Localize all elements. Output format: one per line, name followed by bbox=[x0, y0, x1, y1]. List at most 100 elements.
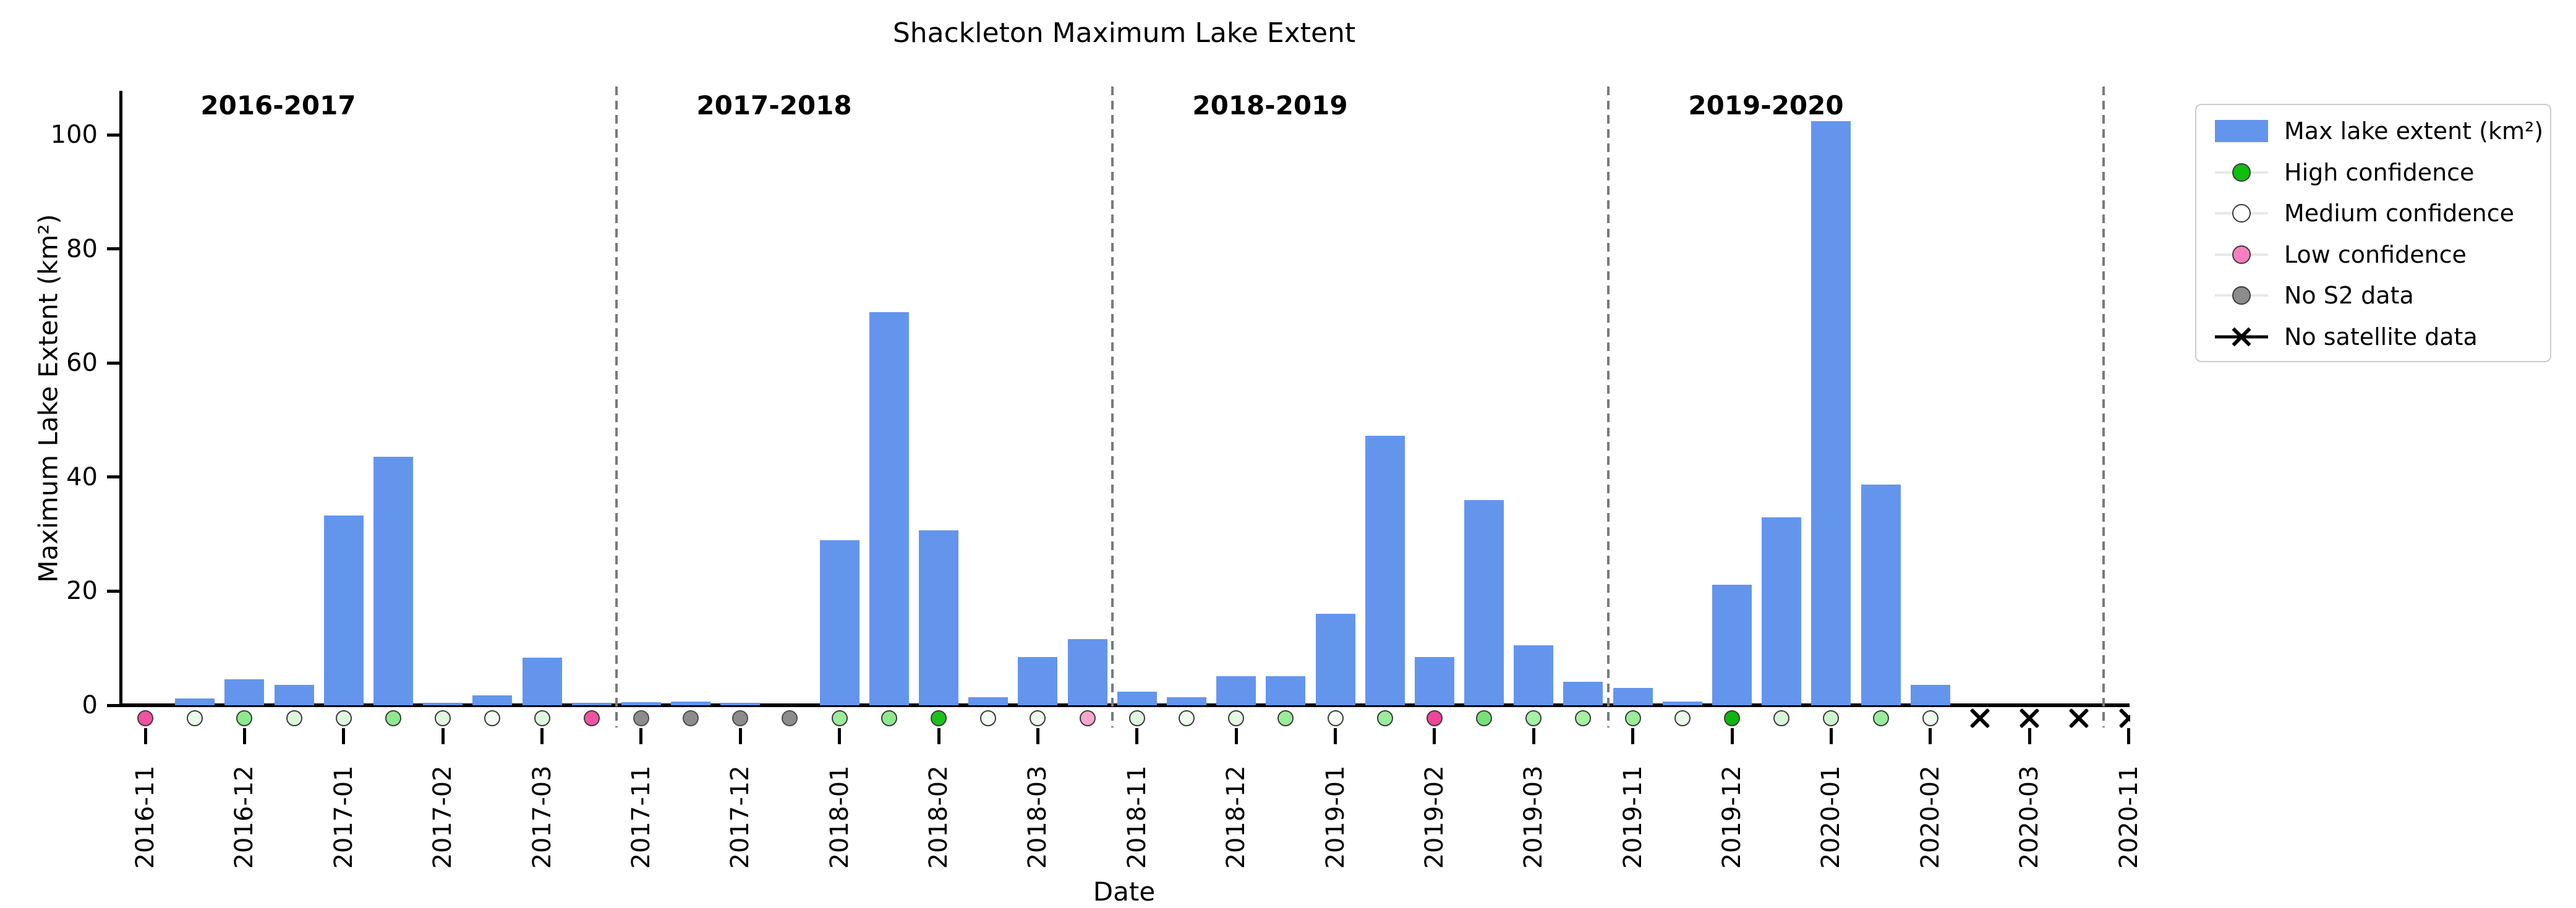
x-tick-label-2017-01: 2017-01 bbox=[329, 765, 358, 869]
max-extent-bar-2020-02-01 bbox=[1910, 684, 1950, 705]
season-separator-line bbox=[1606, 87, 1610, 728]
max-extent-bar-2018-01-01 bbox=[819, 540, 859, 705]
confidence-dot-2019-01-01 bbox=[1327, 710, 1344, 726]
no-satellite-x-marker-2020-03-01 bbox=[2018, 707, 2041, 729]
confidence-dot-2019-11-01 bbox=[1624, 710, 1641, 726]
max-extent-bar-2016-12-15 bbox=[274, 684, 314, 705]
legend-item-no-s2-data: No S2 data bbox=[2196, 274, 2550, 316]
confidence-dot-2019-11-15 bbox=[1674, 710, 1691, 726]
x-tick-label-2020-03: 2020-03 bbox=[2015, 765, 2044, 869]
confidence-dot-2019-02-01 bbox=[1426, 710, 1443, 726]
confidence-dot-2017-03-15 bbox=[583, 710, 600, 726]
x-tick-mark bbox=[937, 728, 940, 744]
max-extent-bar-2017-02-15 bbox=[472, 695, 513, 705]
legend-x-icon bbox=[2215, 316, 2268, 358]
x-tick-mark bbox=[540, 728, 544, 744]
y-tick-mark bbox=[107, 589, 121, 593]
legend-item-low-confidence: Low confidence bbox=[2196, 234, 2550, 276]
confidence-dot-2017-12-15 bbox=[782, 710, 798, 726]
max-extent-bar-2017-03-15 bbox=[571, 703, 612, 705]
confidence-dot-2018-02-15 bbox=[980, 710, 997, 726]
max-extent-bar-2018-12-01 bbox=[1216, 676, 1256, 705]
max-extent-bar-2019-11-15 bbox=[1662, 701, 1702, 705]
legend-item-label: High confidence bbox=[2284, 158, 2475, 186]
confidence-dot-2019-12-01 bbox=[1724, 710, 1740, 726]
season-separator-line bbox=[615, 87, 618, 728]
legend-dot-icon bbox=[2215, 151, 2268, 193]
chart-title: Shackleton Maximum Lake Extent bbox=[892, 17, 1356, 49]
confidence-dot-2017-12-01 bbox=[732, 710, 749, 726]
confidence-dot-2016-12-15 bbox=[286, 710, 302, 726]
x-tick-mark bbox=[1135, 728, 1139, 744]
y-tick-mark bbox=[107, 361, 121, 365]
legend-item-label: No S2 data bbox=[2284, 282, 2414, 309]
confidence-dot-2019-03-15 bbox=[1575, 710, 1592, 726]
confidence-dot-2017-02-15 bbox=[484, 710, 501, 726]
x-tick-label-2017-12: 2017-12 bbox=[726, 765, 755, 869]
confidence-dot-2016-11-15 bbox=[187, 710, 203, 726]
legend-item-high-confidence: High confidence bbox=[2196, 151, 2550, 193]
confidence-dot-2017-11-15 bbox=[683, 710, 699, 726]
x-tick-mark bbox=[1532, 728, 1535, 744]
max-extent-bar-2018-02-01 bbox=[919, 530, 958, 705]
x-tick-label-2019-11: 2019-11 bbox=[1618, 765, 1647, 869]
y-tick-label: 60 bbox=[66, 349, 98, 378]
x-tick-label-2017-03: 2017-03 bbox=[527, 765, 557, 869]
confidence-dot-2017-01-01 bbox=[335, 710, 352, 726]
max-extent-bar-2019-03-15 bbox=[1563, 682, 1603, 705]
x-tick-label-2016-12: 2016-12 bbox=[230, 765, 259, 869]
confidence-dot-2020-01-01 bbox=[1823, 710, 1840, 726]
max-extent-bar-2019-11-01 bbox=[1613, 688, 1653, 705]
x-tick-mark bbox=[738, 728, 742, 744]
y-axis-label: Maximum Lake Extent (km²) bbox=[33, 214, 64, 583]
x-tick-mark bbox=[342, 728, 346, 744]
max-extent-bar-2020-01-01 bbox=[1811, 121, 1851, 705]
max-extent-bar-2019-12-15 bbox=[1762, 517, 1802, 705]
legend-item-label: No satellite data bbox=[2284, 323, 2478, 350]
x-tick-label-2019-01: 2019-01 bbox=[1321, 765, 1350, 869]
confidence-dot-2017-02-01 bbox=[435, 710, 451, 726]
x-tick-mark bbox=[143, 728, 147, 744]
legend-dot-icon bbox=[2215, 234, 2268, 276]
max-extent-bar-2018-02-15 bbox=[968, 697, 1009, 705]
max-extent-bar-2016-12-01 bbox=[224, 679, 265, 705]
max-extent-bar-2017-11-01 bbox=[621, 702, 661, 705]
max-extent-bar-2018-03-01 bbox=[1018, 657, 1058, 705]
x-tick-mark bbox=[838, 728, 842, 744]
confidence-dot-2019-02-15 bbox=[1476, 710, 1493, 726]
y-tick-mark bbox=[107, 703, 121, 707]
y-tick-mark bbox=[107, 133, 121, 137]
x-tick-mark bbox=[1036, 728, 1039, 744]
confidence-dot-2018-03-15 bbox=[1079, 710, 1096, 726]
x-tick-label-2018-01: 2018-01 bbox=[825, 765, 854, 869]
max-extent-bar-2019-03-01 bbox=[1514, 645, 1554, 705]
x-tick-mark bbox=[1829, 728, 1833, 744]
x-tick-label-2017-02: 2017-02 bbox=[429, 765, 458, 869]
x-tick-label-2020-01: 2020-01 bbox=[1817, 765, 1846, 869]
legend-item-label: Max lake extent (km²) bbox=[2284, 117, 2544, 145]
max-extent-bar-2018-11-15 bbox=[1166, 697, 1206, 705]
legend-bar-swatch bbox=[2215, 110, 2268, 152]
max-extent-bar-2017-11-15 bbox=[671, 701, 711, 705]
x-tick-label-2018-03: 2018-03 bbox=[1023, 765, 1052, 869]
max-extent-bar-2017-12-01 bbox=[720, 703, 761, 705]
max-extent-bar-2017-01-01 bbox=[323, 515, 364, 705]
x-tick-label-2019-03: 2019-03 bbox=[1519, 765, 1548, 869]
confidence-dot-2018-02-01 bbox=[931, 710, 947, 726]
y-axis-spine bbox=[119, 91, 122, 707]
confidence-dot-2019-01-15 bbox=[1376, 710, 1393, 726]
season-header-2016-2017: 2016-2017 bbox=[200, 90, 356, 121]
season-separator-line bbox=[1111, 87, 1114, 728]
x-tick-mark bbox=[1929, 728, 1932, 744]
legend: Max lake extent (km²) High confidence Medi… bbox=[2195, 104, 2551, 362]
x-tick-label-2019-02: 2019-02 bbox=[1420, 765, 1449, 869]
confidence-dot-2018-03-01 bbox=[1030, 710, 1046, 726]
no-satellite-x-marker-2020-02-15 bbox=[1969, 707, 1991, 729]
y-tick-label: 40 bbox=[66, 462, 98, 491]
max-extent-bar-2017-02-01 bbox=[423, 703, 463, 705]
x-tick-label-2020-11: 2020-11 bbox=[2114, 765, 2143, 869]
season-header-2017-2018: 2017-2018 bbox=[696, 90, 852, 121]
x-tick-label-2017-11: 2017-11 bbox=[626, 765, 655, 869]
max-extent-bar-2019-12-01 bbox=[1712, 585, 1752, 705]
y-tick-label: 80 bbox=[66, 234, 98, 263]
